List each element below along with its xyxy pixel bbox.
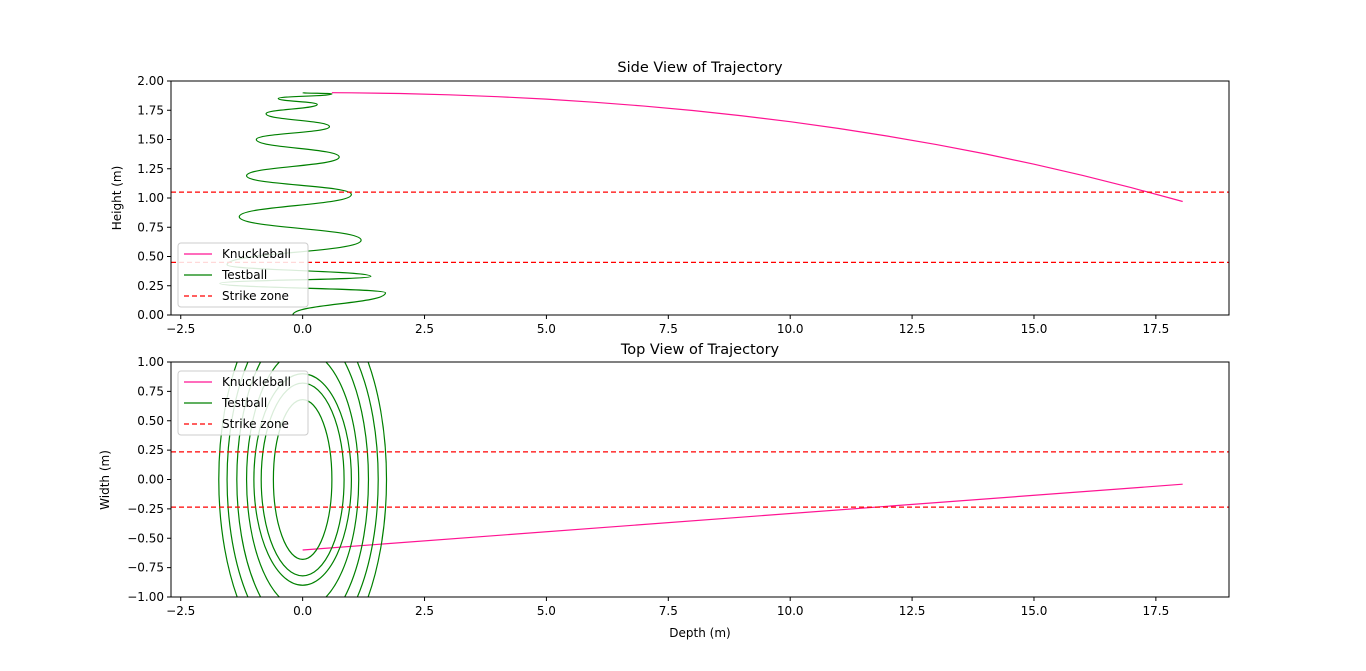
- side-view-y-tick-label-4: 1.00: [137, 191, 164, 205]
- side-view-x-tick-label-8: 17.5: [1143, 322, 1170, 336]
- top-view-y-tick-label-2: −0.50: [127, 531, 164, 545]
- top-view-legend: Knuckleball Testball Strike zone: [177, 370, 309, 436]
- side-view-x-tick-label-6: 12.5: [899, 322, 926, 336]
- side-view-legend-box: [177, 242, 309, 308]
- top-view-legend-label-knuckleball: Knuckleball: [222, 375, 291, 389]
- top-view-x-tick-label-1: 0.0: [293, 604, 312, 618]
- side-view-title: Side View of Trajectory: [617, 60, 783, 76]
- side-view-x-tick-label-2: 2.5: [415, 322, 434, 336]
- side-view-y-tick-label-7: 1.75: [137, 103, 164, 117]
- top-view-x-tick-label-4: 7.5: [659, 604, 678, 618]
- top-view-y-tick-label-1: −0.75: [127, 561, 164, 575]
- top-view-series-group: [171, 362, 1229, 597]
- top-view-x-tick-label-7: 15.0: [1021, 604, 1048, 618]
- top-view-plot-area: −2.5 0.0 2.5 5.0 7.5 10.0 12.5 15.0 17.5 −1.00 −0.…: [127, 355, 1230, 618]
- top-view-y-tick-label-7: 0.75: [137, 384, 164, 398]
- side-view-x-tick-label-5: 10.0: [777, 322, 804, 336]
- top-view-y-tick-label-0: −1.00: [127, 590, 164, 604]
- side-view-x-tick-label-0: −2.5: [166, 322, 195, 336]
- top-view-legend-box: [177, 370, 309, 436]
- side-view-y-tick-label-1: 0.25: [137, 279, 164, 293]
- top-view-panel: Top View of Trajectory Width (m) Depth (…: [98, 342, 1230, 640]
- top-view-axes-frame: [170, 361, 1230, 598]
- side-view-y-axis-label: Height (m): [110, 166, 124, 231]
- top-view-y-tick-label-5: 0.25: [137, 443, 164, 457]
- side-view-knuckleball-line: [331, 92, 1183, 203]
- top-view-knuckleball-line: [302, 483, 1183, 551]
- side-view-y-tick-label-0: 0.00: [137, 308, 164, 322]
- top-view-testball-ring-4: [236, 362, 370, 597]
- top-view-y-tick-label-4: 0.00: [137, 473, 164, 487]
- top-view-testball-ring-3: [245, 362, 360, 597]
- top-view-x-tick-label-0: −2.5: [166, 604, 195, 618]
- top-view-y-tick-label-3: −0.25: [127, 502, 164, 516]
- side-view-legend: Knuckleball Testball Strike zone: [177, 242, 309, 308]
- top-view-y-tick-label-8: 1.00: [137, 355, 164, 369]
- side-view-axes-frame: [170, 80, 1230, 316]
- top-view-testball-ring-5: [226, 362, 379, 597]
- side-view-x-tick-label-4: 7.5: [659, 322, 678, 336]
- top-view-y-tick-label-6: 0.50: [137, 414, 164, 428]
- top-view-x-tick-label-6: 12.5: [899, 604, 926, 618]
- side-view-legend-label-strike-zone: Strike zone: [222, 289, 289, 303]
- side-view-plot-area: −2.5 0.0 2.5 5.0 7.5 10.0 12.5 15.0 17.5 0.00 0.25…: [137, 74, 1230, 336]
- side-view-y-tick-label-2: 0.50: [137, 250, 164, 264]
- top-view-title: Top View of Trajectory: [620, 342, 780, 358]
- side-view-x-tick-label-7: 15.0: [1021, 322, 1048, 336]
- top-view-x-tick-label-2: 2.5: [415, 604, 434, 618]
- top-view-legend-label-testball: Testball: [221, 396, 267, 410]
- side-view-y-tick-label-6: 1.50: [137, 133, 164, 147]
- side-view-x-tick-label-3: 5.0: [537, 322, 556, 336]
- top-view-legend-label-strike-zone: Strike zone: [222, 417, 289, 431]
- top-view-x-tick-label-5: 10.0: [777, 604, 804, 618]
- top-view-x-tick-label-8: 17.5: [1143, 604, 1170, 618]
- side-view-series-group: [171, 92, 1229, 315]
- top-view-x-tick-label-3: 5.0: [537, 604, 556, 618]
- side-view-legend-label-knuckleball: Knuckleball: [222, 247, 291, 261]
- side-view-y-tick-label-3: 0.75: [137, 220, 164, 234]
- side-view-panel: Side View of Trajectory Height (m) −2.5 0…: [110, 60, 1230, 336]
- side-view-legend-label-testball: Testball: [221, 268, 267, 282]
- top-view-y-axis-label: Width (m): [98, 450, 112, 510]
- top-view-testball-ring-6: [218, 362, 388, 597]
- side-view-x-tick-label-1: 0.0: [293, 322, 312, 336]
- side-view-y-tick-label-8: 2.00: [137, 74, 164, 88]
- side-view-y-tick-label-5: 1.25: [137, 162, 164, 176]
- top-view-x-axis-label: Depth (m): [669, 626, 730, 640]
